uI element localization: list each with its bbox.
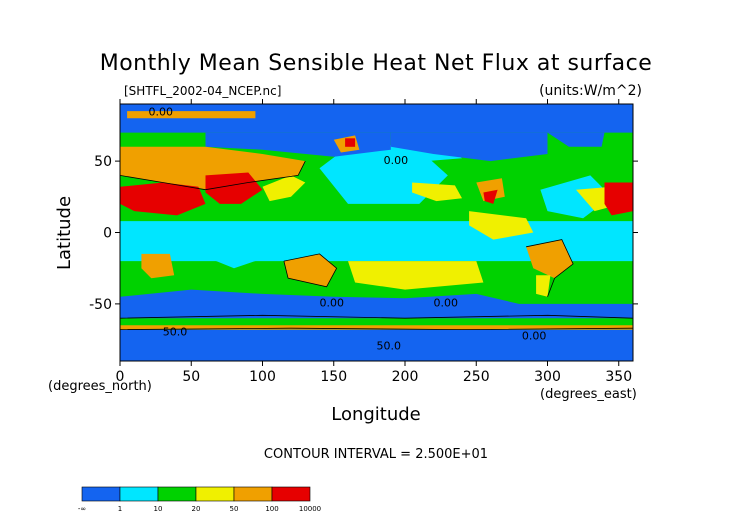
contour-label: 0.00 xyxy=(384,154,409,167)
contour-label: 0.00 xyxy=(434,297,459,310)
x-axis-ticks: 0 50 100 150 200 250 300 350 xyxy=(116,99,632,385)
contour-line-3 xyxy=(120,314,633,319)
field-region-asia-yellow xyxy=(262,175,306,202)
colorbar-swatch xyxy=(233,486,273,502)
x-tick-label: 200 xyxy=(392,369,419,385)
contour-label: 50.0 xyxy=(377,340,402,353)
field-region-australia-orange xyxy=(283,253,337,287)
contour-line-1 xyxy=(283,253,338,288)
chart-title: Monthly Mean Sensible Heat Net Flux at s… xyxy=(100,51,653,76)
colorbar-label: 1 xyxy=(118,505,122,513)
field-region-south-america-yellow xyxy=(536,275,551,297)
x-tick-label: 100 xyxy=(249,369,276,385)
contour-line-0 xyxy=(120,160,306,191)
contour-interval: CONTOUR INTERVAL = 2.500E+01 xyxy=(264,447,488,462)
x-tick-label: 350 xyxy=(605,369,632,385)
y-tick-label: 0 xyxy=(103,226,112,242)
colorbar-label: 20 xyxy=(192,505,201,513)
colorbar-swatch xyxy=(271,486,311,502)
field-region-south-america-orange xyxy=(526,239,574,279)
field-region-antarctica-blue xyxy=(120,329,633,361)
contour-label: 0.00 xyxy=(149,105,174,118)
field-region-asia-red xyxy=(205,172,263,204)
y-unit-note: (degrees_north) xyxy=(48,379,152,394)
field-region-pacific-yellow-1 xyxy=(412,182,462,202)
field-region-canada-blue xyxy=(390,132,548,162)
field-region-indian-cyan xyxy=(198,225,277,269)
x-tick-label: 150 xyxy=(320,369,347,385)
y-tick-label: -50 xyxy=(89,297,112,313)
field-region-southern-ocean-blue xyxy=(120,289,633,319)
colorbar: -∞ 1 10 20 50 100 10000 xyxy=(78,486,321,513)
field-region-sahara-red xyxy=(120,182,206,216)
field-region-greenland-blue xyxy=(547,132,605,147)
contour-line-2 xyxy=(526,239,574,297)
x-tick-label: 0 xyxy=(116,369,125,385)
colorbar-swatch xyxy=(195,486,235,502)
file-label: [SHTFL_2002-04_NCEP.nc] xyxy=(124,84,281,98)
field-region-arctic-edge-orange xyxy=(127,111,256,119)
colorbar-label: 50 xyxy=(230,505,239,513)
x-tick-label: 250 xyxy=(463,369,490,385)
field-region-africa-south-orange xyxy=(141,253,175,279)
field-region-pacific-yellow-2 xyxy=(469,211,534,240)
x-tick-label: 50 xyxy=(182,369,200,385)
field-region-mexico-red xyxy=(483,189,498,204)
contour-labels: 0.00 0.00 0.00 0.00 50.0 50.0 0.00 xyxy=(149,105,547,352)
x-unit-note: (degrees_east) xyxy=(540,387,637,402)
y-axis-label: Latitude xyxy=(54,196,75,270)
colorbar-swatch xyxy=(119,486,159,502)
field-region-eurasia-orange xyxy=(120,146,306,190)
colorbar-label: 10000 xyxy=(299,505,321,513)
y-tick-label: 50 xyxy=(94,154,112,170)
colorbar-label: 100 xyxy=(265,505,278,513)
field-region-north-america-orange xyxy=(476,178,505,202)
field-region-africa-west-red xyxy=(604,182,633,216)
contour-label: 0.00 xyxy=(522,330,547,343)
field-region-south-subtropic-yellow xyxy=(348,261,484,290)
y-axis-ticks: 50 0 -50 xyxy=(89,154,638,313)
x-axis-label: Longitude xyxy=(331,404,421,425)
colorbar-swatch xyxy=(157,486,197,502)
colorbar-label: -∞ xyxy=(78,505,86,513)
colorbar-label: 10 xyxy=(154,505,163,513)
x-tick-label: 300 xyxy=(534,369,561,385)
heatmap-field xyxy=(120,104,633,361)
contour-label: 50.0 xyxy=(163,325,188,338)
contour-line-4 xyxy=(120,327,633,331)
units-label: (units:W/m^2) xyxy=(539,83,642,99)
field-region-ne-siberia-red xyxy=(345,138,356,147)
contour-label: 0.00 xyxy=(320,297,345,310)
colorbar-swatch xyxy=(81,486,121,502)
